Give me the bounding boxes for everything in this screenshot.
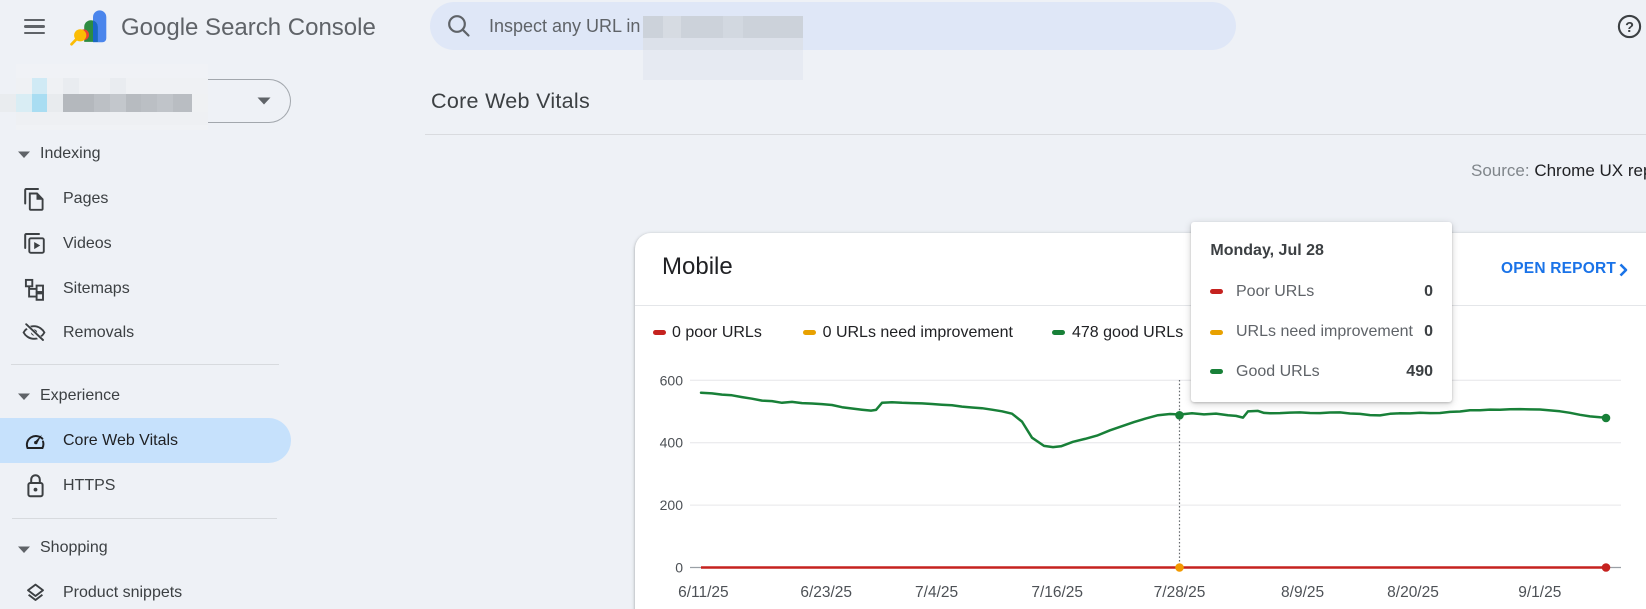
svg-text:7/4/25: 7/4/25: [915, 584, 958, 601]
svg-text:6/23/25: 6/23/25: [800, 584, 852, 601]
svg-text:7/16/25: 7/16/25: [1031, 584, 1083, 601]
svg-text:6/11/25: 6/11/25: [678, 584, 729, 601]
svg-text:7/28/25: 7/28/25: [1154, 584, 1206, 601]
svg-text:0: 0: [675, 560, 683, 576]
svg-text:600: 600: [660, 372, 684, 388]
svg-text:200: 200: [660, 497, 684, 513]
svg-text:?: ?: [1625, 20, 1634, 36]
svg-text:9/1/25: 9/1/25: [1518, 584, 1561, 601]
svg-text:8/20/25: 8/20/25: [1387, 584, 1439, 601]
svg-text:400: 400: [660, 435, 684, 451]
svg-text:8/9/25: 8/9/25: [1281, 584, 1324, 601]
